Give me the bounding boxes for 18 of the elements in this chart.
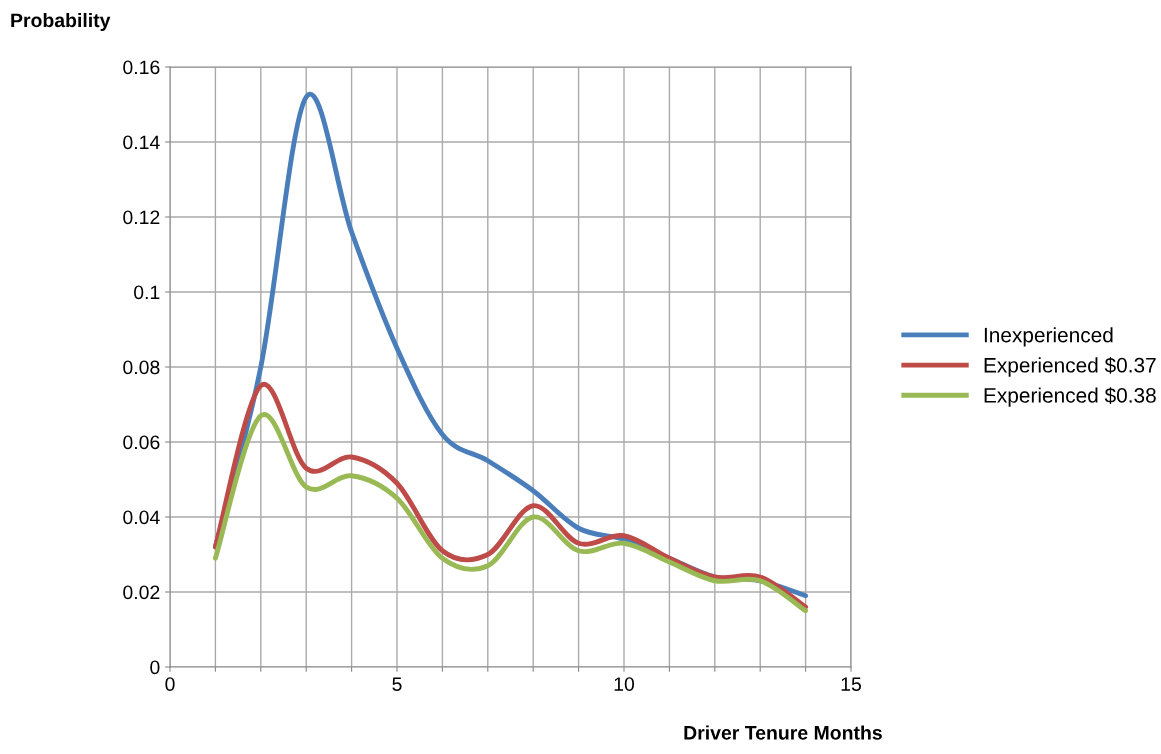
y-tick-label: 0.02 (123, 585, 160, 600)
x-tick-label: 0 (165, 677, 175, 691)
x-tick-label: 15 (841, 677, 861, 691)
legend-label: Experienced $0.37 (984, 356, 1156, 377)
y-tick-label: 0.16 (123, 60, 160, 75)
y-tick-label: 0.04 (123, 510, 160, 525)
x-axis-title: Driver Tenure Months (684, 725, 882, 740)
y-tick-label: 0 (150, 660, 160, 675)
y-tick-label: 0.06 (123, 435, 160, 450)
x-tick-label: 5 (392, 677, 402, 691)
y-axis-title: Probability (11, 12, 111, 32)
y-tick-label: 0.14 (123, 135, 160, 150)
y-tick-label: 0.08 (123, 360, 160, 375)
x-tick-label: 10 (614, 677, 635, 691)
legend-label: Experienced $0.38 (984, 387, 1156, 407)
y-tick-label: 0.12 (123, 210, 160, 225)
legend-label: Inexperienced (984, 327, 1113, 347)
y-tick-label: 0.1 (134, 285, 160, 300)
